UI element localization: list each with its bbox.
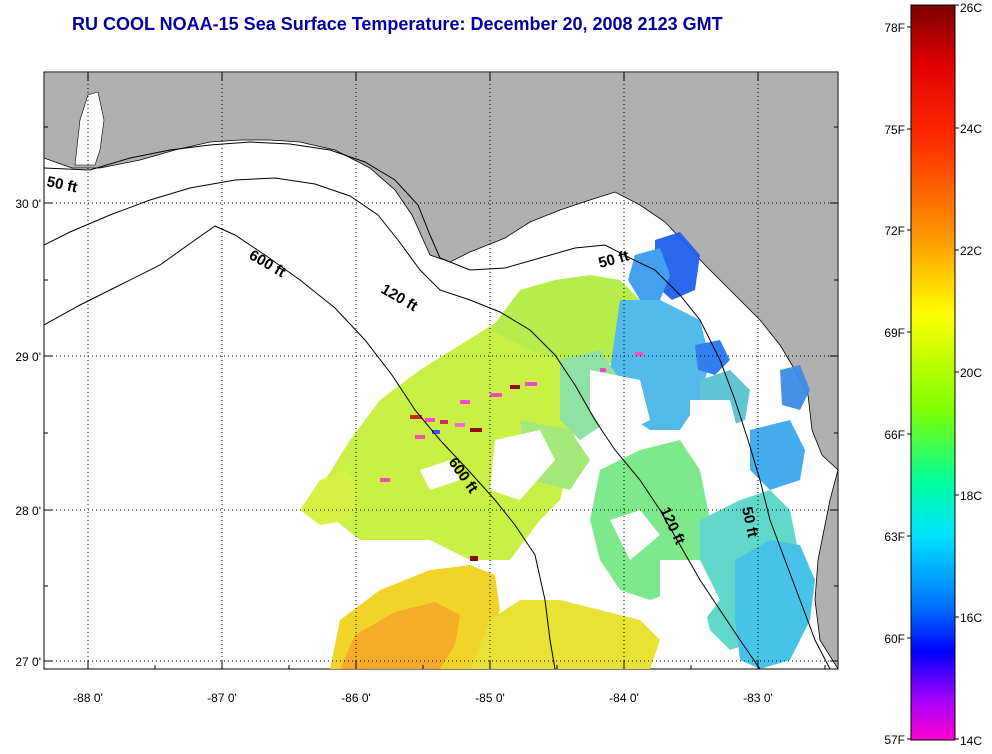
latitude-labels: 30 0' 29 0' 28 0' 27 0'	[15, 197, 41, 669]
land-east	[814, 469, 838, 669]
cb-label-16C: 16C	[960, 611, 982, 625]
cb-label-63F: 63F	[884, 530, 905, 544]
contour-120-ft	[44, 177, 761, 669]
cb-label-66F: 66F	[884, 428, 905, 442]
cb-label-20C: 20C	[960, 366, 982, 380]
lat-label-29: 29 0'	[15, 350, 41, 364]
contour-label-50-ft-south: 50 ft	[738, 505, 761, 539]
bay-white	[74, 91, 105, 166]
contour-600-ft	[44, 225, 556, 669]
cb-label-72F: 72F	[884, 224, 905, 238]
longitude-labels: -88 0' -87 0' -86 0' -85 0' -84 0' -83 0…	[73, 691, 773, 705]
colorbar-ticks	[907, 4, 959, 740]
colorbar-celsius-labels: 26C 24C 22C 20C 18C 16C 14C	[960, 1, 982, 748]
bathymetry-contours	[44, 141, 831, 669]
cb-label-78F: 78F	[884, 21, 905, 35]
lon-label-83: -83 0'	[743, 691, 773, 705]
lon-label-85: -85 0'	[475, 691, 505, 705]
cb-label-22C: 22C	[960, 244, 982, 258]
lon-label-87: -87 0'	[207, 691, 237, 705]
cloud-gaps	[420, 370, 740, 640]
lat-label-27: 27 0'	[15, 655, 41, 669]
lon-label-86: -86 0'	[341, 691, 371, 705]
colorbar	[910, 4, 956, 741]
lat-label-30: 30 0'	[15, 197, 41, 211]
cb-label-24C: 24C	[960, 122, 982, 136]
cb-label-14C: 14C	[960, 734, 982, 748]
colorbar-fahrenheit-labels: 78F 75F 72F 69F 66F 63F 60F 57F	[884, 21, 905, 747]
lon-label-88: -88 0'	[73, 691, 103, 705]
lat-label-28: 28 0'	[15, 504, 41, 518]
cb-label-75F: 75F	[884, 123, 905, 137]
map-title: RU COOL NOAA-15 Sea Surface Temperature:…	[72, 14, 723, 34]
cb-label-57F: 57F	[884, 733, 905, 747]
cb-label-26C: 26C	[960, 1, 982, 15]
contour-label-50-ft-west: 50 ft	[45, 173, 79, 196]
contour-50-ft	[44, 141, 831, 669]
tick-marks	[44, 72, 838, 669]
grid-lines	[44, 72, 838, 669]
cb-label-60F: 60F	[884, 632, 905, 646]
cb-label-69F: 69F	[884, 326, 905, 340]
cb-label-18C: 18C	[960, 489, 982, 503]
lon-label-84: -84 0'	[609, 691, 639, 705]
